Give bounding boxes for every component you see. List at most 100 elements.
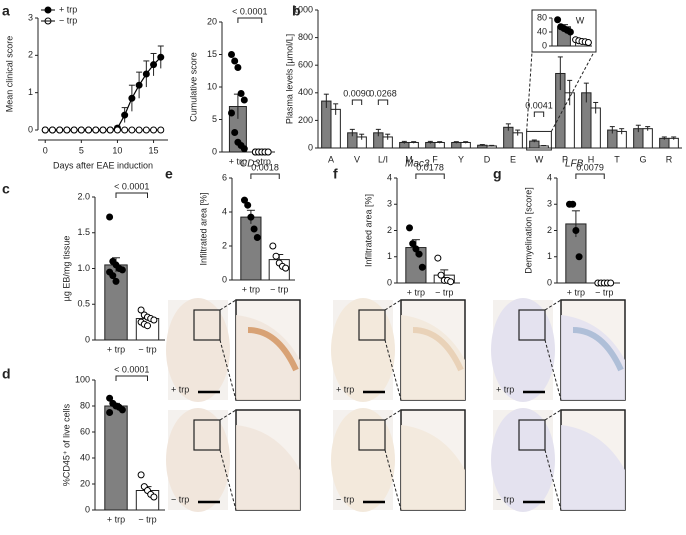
y-tick-label: 0 — [28, 124, 33, 134]
significance-bracket — [533, 111, 545, 117]
data-point — [106, 394, 114, 402]
inset-title: W — [576, 15, 585, 25]
error-bar — [323, 93, 329, 108]
data-point — [240, 145, 248, 153]
inset-box — [193, 419, 221, 451]
zoom-lines — [544, 299, 562, 401]
error-bar — [479, 144, 485, 146]
marker — [121, 111, 129, 119]
x-tick-label: G — [639, 154, 646, 164]
image-label: − trp — [496, 494, 514, 504]
marker — [85, 126, 93, 134]
bar — [240, 216, 262, 281]
error-bar — [557, 56, 563, 91]
y-tick-label: 3 — [547, 199, 552, 209]
p-value: < 0.0001 — [114, 181, 149, 191]
y-tick-label: 3 — [28, 12, 33, 22]
y-tick-label: 100 — [75, 374, 90, 384]
image-label: + trp — [336, 384, 354, 394]
marker — [70, 126, 78, 134]
panel-label: b — [292, 3, 301, 19]
x-tick-label: + trp — [107, 514, 125, 524]
x-tick-label: 15 — [149, 145, 159, 155]
y-tick-label: 2 — [387, 225, 392, 235]
data-point — [106, 409, 114, 416]
x-tick-label: L/I — [378, 154, 388, 164]
x-tick-label: F — [432, 154, 438, 164]
data-point — [566, 28, 574, 36]
marker — [77, 126, 85, 134]
error-bar — [645, 126, 651, 131]
marker — [121, 126, 129, 134]
line — [45, 56, 162, 131]
bar — [321, 100, 332, 149]
stain — [247, 327, 299, 372]
p-value: 0.0018 — [251, 162, 279, 172]
y-tick-label: 0 — [85, 334, 90, 344]
data-point — [269, 242, 277, 250]
error-bar — [609, 126, 615, 134]
y-axis-label: µg EB/mg tissue — [61, 236, 71, 302]
marker — [128, 126, 136, 134]
y-tick-label: 40 — [80, 452, 90, 462]
data-point — [272, 252, 280, 260]
data-point — [406, 224, 413, 232]
zoom-lines — [219, 409, 237, 511]
x-tick-label: + trp — [242, 284, 260, 294]
zoom-tissue — [401, 425, 465, 510]
p-value: 0.0041 — [525, 100, 553, 110]
bar — [642, 128, 653, 149]
panel-label: a — [2, 3, 10, 19]
x-tick-label: + trp — [407, 287, 425, 297]
y-axis-label: %CD45⁺ of live cells — [61, 403, 71, 486]
x-tick-label: + trp — [567, 287, 585, 297]
x-tick-label: D — [484, 154, 491, 164]
y-tick-label: 400 — [298, 87, 313, 97]
y-tick-label: 6 — [222, 172, 227, 182]
y-tick-label: 15 — [207, 49, 217, 59]
zoom-tissue — [401, 315, 465, 400]
zoom-tissue — [236, 425, 300, 510]
x-tick-label: V — [354, 154, 360, 164]
data-point — [409, 240, 417, 248]
x-tick-label: Y — [458, 154, 464, 164]
y-tick-label: 5 — [212, 114, 217, 124]
x-tick-label: − trp — [138, 514, 156, 524]
y-tick-label: 80 — [537, 12, 547, 22]
panel-label: c — [2, 181, 10, 197]
significance-bracket — [377, 99, 389, 105]
marker — [99, 126, 107, 134]
error-bar — [385, 133, 391, 140]
error-bar — [515, 129, 521, 136]
panel-label: d — [2, 366, 11, 382]
bar — [104, 405, 128, 511]
marker — [142, 126, 150, 134]
error-bar — [359, 133, 365, 140]
p-value: 0.0178 — [416, 162, 444, 172]
data-point — [237, 90, 245, 97]
y-tick-label: 0 — [542, 40, 547, 50]
y-tick-label: 0 — [387, 277, 392, 287]
data-point — [437, 271, 445, 279]
stain — [412, 327, 464, 372]
tissue — [331, 298, 395, 402]
data-point — [418, 263, 426, 271]
error-bar — [333, 103, 339, 115]
significance-bracket — [415, 173, 445, 179]
data-point — [250, 225, 258, 233]
significance-bracket — [351, 99, 363, 105]
error-bar — [349, 128, 355, 137]
tissue — [166, 408, 230, 512]
data-point — [150, 316, 158, 324]
x-tick-label: + trp — [229, 156, 247, 166]
y-tick-label: 1.5 — [77, 227, 90, 237]
data-point — [572, 227, 580, 234]
x-tick-label: P — [562, 154, 568, 164]
image-label: + trp — [496, 384, 514, 394]
error-bar — [541, 145, 547, 147]
marker — [41, 126, 49, 134]
x-tick-label: W — [535, 154, 544, 164]
data-point — [150, 493, 158, 501]
panel-label: f — [333, 166, 338, 182]
tissue — [491, 298, 555, 402]
